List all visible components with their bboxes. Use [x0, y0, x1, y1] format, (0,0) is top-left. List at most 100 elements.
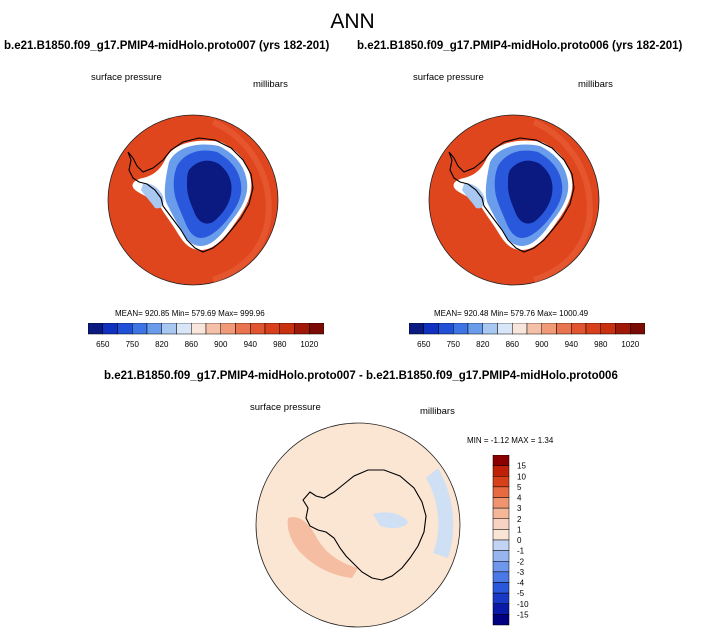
diff-colorbar-tick-label: 3 [517, 504, 522, 513]
right-colorbar-swatch [571, 323, 587, 335]
right-colorbar: 650 750 820 860 900 940 980 1020 [409, 323, 645, 349]
diff-colorbar-swatch [492, 550, 510, 562]
left-colorbar-swatch [294, 323, 310, 335]
left-colorbar-swatch [191, 323, 207, 335]
right-colorbar-tick-label: 980 [594, 340, 608, 349]
left-colorbar-swatch [117, 323, 133, 335]
right-colorbar-swatch [526, 323, 542, 335]
left-colorbar-swatch [102, 323, 118, 335]
diff-colorbar-swatch [492, 518, 510, 530]
diff-colorbar-tick-label: 10 [517, 472, 526, 481]
right-coastline [448, 137, 575, 253]
diff-colorbar-tick-label: -15 [517, 610, 529, 619]
right-colorbar-tick-label: 860 [506, 340, 520, 349]
diff-colorbar-swatch [492, 455, 510, 466]
diff-coastline [302, 469, 427, 581]
left-colorbar-tick-label: 900 [214, 340, 228, 349]
left-panel-heading: b.e21.B1850.f09_g17.PMIP4-midHolo.proto0… [4, 40, 330, 52]
left-colorbar-swatch [205, 323, 221, 335]
diff-colorbar-tick-label: 15 [517, 462, 526, 471]
left-variable-label: surface pressure [91, 72, 162, 83]
left-colorbar-tick-label: 940 [244, 340, 258, 349]
diff-colorbar-tick-label: 2 [517, 515, 522, 524]
diff-units-label: millibars [420, 406, 455, 417]
left-colorbar-swatch [146, 323, 162, 335]
diff-colorbar-tick-label: -3 [517, 568, 525, 577]
right-colorbar-swatch [541, 323, 557, 335]
left-colorbar-tick-label: 860 [185, 340, 199, 349]
left-colorbar-swatch [220, 323, 236, 335]
right-colorbar-tick-label: 650 [417, 340, 431, 349]
diff-colorbar-swatch [492, 529, 510, 541]
left-colorbar-tick-label: 650 [96, 340, 110, 349]
left-colorbar-swatch [176, 323, 192, 335]
right-colorbar-tick-label: 1020 [621, 340, 639, 349]
left-colorbar-swatch [264, 323, 280, 335]
diff-variable-label: surface pressure [250, 402, 321, 413]
diff-colorbar-tick-label: 0 [517, 536, 522, 545]
diff-stats: MIN = -1.12 MAX = 1.34 [467, 436, 554, 445]
right-colorbar-swatch [438, 323, 454, 335]
left-coastline [127, 137, 254, 253]
right-colorbar-swatch [497, 323, 513, 335]
diff-polar-map [255, 422, 461, 628]
right-colorbar-swatch [615, 323, 631, 335]
left-colorbar-swatch [161, 323, 177, 335]
diff-colorbar-tick-label: -5 [517, 589, 525, 598]
diff-colorbar-tick-label: -10 [517, 600, 529, 609]
left-colorbar-swatch [132, 323, 148, 335]
left-colorbar-swatch [235, 323, 251, 335]
diff-colorbar-swatch [492, 592, 510, 604]
left-colorbar-swatch [309, 323, 324, 335]
left-units-label: millibars [253, 79, 288, 90]
diff-colorbar-swatch [492, 465, 510, 477]
diff-colorbar-tick-label: -4 [517, 579, 525, 588]
left-colorbar: 650 750 820 860 900 940 980 1020 [88, 323, 324, 349]
diff-colorbar-swatch [492, 497, 510, 509]
right-colorbar-tick-label: 750 [447, 340, 461, 349]
right-colorbar-swatch [512, 323, 528, 335]
right-colorbar-tick-label: 820 [476, 340, 490, 349]
diff-colorbar-tick-label: 5 [517, 483, 522, 492]
right-units-label: millibars [578, 79, 613, 90]
diff-colorbar-tick-label: -2 [517, 557, 525, 566]
left-stats: MEAN= 920.85 Min= 579.69 Max= 999.96 [115, 309, 265, 318]
right-colorbar-swatch [423, 323, 439, 335]
diff-colorbar-tick-label: -1 [517, 547, 525, 556]
left-colorbar-tick-label: 980 [273, 340, 287, 349]
diff-colorbar-swatch [492, 539, 510, 551]
right-colorbar-swatch [600, 323, 616, 335]
left-polar-map [107, 114, 279, 286]
left-colorbar-swatch [279, 323, 295, 335]
diff-colorbar-swatch [492, 486, 510, 498]
diff-colorbar-swatch [492, 614, 510, 626]
right-colorbar-swatch [585, 323, 601, 335]
diff-colorbar-swatch [492, 571, 510, 583]
right-colorbar-tick-label: 940 [565, 340, 579, 349]
right-colorbar-swatch [630, 323, 645, 335]
page-title: ANN [330, 10, 375, 33]
diff-colorbar-swatch [492, 582, 510, 594]
right-colorbar-swatch [482, 323, 498, 335]
diff-colorbar-swatch [492, 476, 510, 488]
right-colorbar-swatch [556, 323, 572, 335]
right-variable-label: surface pressure [413, 72, 484, 83]
left-colorbar-tick-label: 820 [155, 340, 169, 349]
right-stats: MEAN= 920.48 Min= 579.76 Max= 1000.49 [434, 309, 589, 318]
right-polar-map [428, 114, 600, 286]
diff-colorbar-swatch [492, 507, 510, 519]
diff-colorbar-tick-label: 1 [517, 525, 522, 534]
diff-colorbar-swatch [492, 561, 510, 573]
left-colorbar-tick-label: 750 [126, 340, 140, 349]
right-colorbar-swatch [409, 323, 424, 335]
diff-panel-heading: b.e21.B1850.f09_g17.PMIP4-midHolo.proto0… [104, 370, 618, 382]
right-colorbar-swatch [467, 323, 483, 335]
right-colorbar-tick-label: 900 [535, 340, 549, 349]
left-colorbar-tick-label: 1020 [300, 340, 318, 349]
right-panel-heading: b.e21.B1850.f09_g17.PMIP4-midHolo.proto0… [357, 40, 683, 52]
left-colorbar-swatch [88, 323, 103, 335]
diff-field [255, 422, 461, 628]
right-colorbar-swatch [453, 323, 469, 335]
diff-positive-anomaly [287, 517, 358, 578]
